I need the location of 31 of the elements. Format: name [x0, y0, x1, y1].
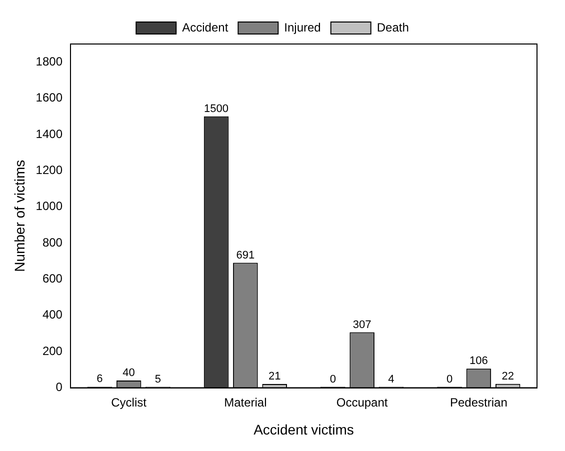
data-label: 5: [154, 373, 162, 386]
y-tick-label: 1200: [36, 162, 63, 177]
y-tick-label: 1600: [36, 90, 63, 105]
data-label: 106: [470, 355, 488, 368]
y-tick-label: 0: [56, 380, 63, 394]
y-tick-label: 800: [42, 235, 63, 250]
y-tick-label: 1000: [36, 199, 63, 214]
x-tick-label: Cyclist: [111, 395, 148, 410]
data-label: 4: [388, 373, 394, 386]
y-tick-label: 600: [42, 272, 63, 286]
x-axis-title: Accident victims: [254, 421, 354, 438]
x-tick-label: Occupant: [336, 395, 388, 410]
y-tick-label: 400: [42, 308, 63, 322]
y-axis-title: Number of victims: [11, 160, 28, 272]
y-tick-label: 200: [42, 344, 63, 358]
data-label: 21: [268, 370, 281, 383]
data-label: 22: [502, 370, 514, 382]
y-tick-label: 1400: [36, 126, 63, 141]
data-label: 0: [330, 373, 336, 386]
legend-label: Injured: [284, 20, 321, 34]
x-tick-label: Material: [224, 395, 267, 410]
x-tick-label: Pedestrian: [450, 395, 508, 410]
data-label: 6: [96, 373, 103, 386]
legend-label: Accident: [182, 20, 229, 34]
data-label: 691: [236, 249, 255, 262]
data-label: 307: [352, 318, 372, 331]
data-label: 0: [446, 373, 453, 386]
legend-label: Death: [376, 20, 409, 34]
data-label: 40: [122, 367, 135, 380]
y-tick-label: 1800: [36, 54, 63, 68]
data-label: 1500: [204, 102, 229, 115]
